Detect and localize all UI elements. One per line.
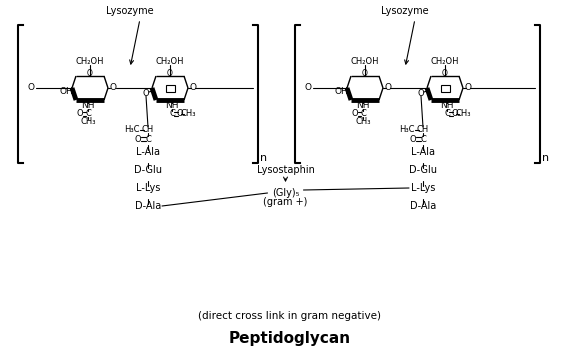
Text: O: O [452,109,459,118]
Text: (Gly)₅: (Gly)₅ [272,188,299,198]
Text: D-Glu: D-Glu [134,165,162,175]
Text: C: C [85,109,91,118]
Text: n: n [261,153,267,163]
Text: C: C [169,109,175,118]
Text: CH₂OH: CH₂OH [351,57,379,66]
Text: C: C [360,109,366,118]
Text: O: O [410,135,416,144]
Text: CH₃: CH₃ [455,109,471,118]
Text: H₃C: H₃C [124,126,140,135]
Text: OH: OH [59,86,73,95]
Text: O: O [305,84,312,93]
Text: H₃C: H₃C [400,126,415,135]
Text: (direct cross link in gram negative): (direct cross link in gram negative) [198,311,381,321]
Text: Lysostaphin: Lysostaphin [256,165,314,175]
Text: CH₂OH: CH₂OH [431,57,459,66]
Text: O: O [464,84,471,93]
Text: CH₂OH: CH₂OH [76,57,104,66]
Text: O: O [167,68,173,77]
Text: NH: NH [356,102,370,111]
Text: C: C [444,109,450,118]
Text: NH: NH [165,102,179,111]
Text: (gram +): (gram +) [263,197,307,207]
Text: L-Ala: L-Ala [411,147,435,157]
Text: L-Lys: L-Lys [411,183,435,193]
Text: L-Lys: L-Lys [136,183,160,193]
Text: C: C [145,135,151,144]
Text: Lysozyme: Lysozyme [106,6,154,16]
Text: CH₃: CH₃ [80,117,96,126]
Text: O: O [384,84,391,93]
Text: D-Ala: D-Ala [135,201,161,211]
Text: CH₂OH: CH₂OH [156,57,184,66]
Text: Peptidoglycan: Peptidoglycan [229,330,350,346]
Text: L-Ala: L-Ala [136,147,160,157]
Bar [441,85,449,91]
Text: O: O [417,89,424,98]
Text: O: O [76,109,83,118]
Text: NH: NH [81,102,95,111]
Text: O: O [109,84,116,93]
Text: D-Ala: D-Ala [410,201,436,211]
Text: O: O [135,135,141,144]
Text: O: O [177,109,184,118]
Text: CH: CH [142,126,154,135]
Text: O: O [142,89,149,98]
Text: n: n [543,153,549,163]
Text: O: O [442,68,448,77]
Text: O: O [87,68,93,77]
Text: O: O [362,68,368,77]
Text: CH₃: CH₃ [180,109,196,118]
Text: D-Glu: D-Glu [409,165,437,175]
Text: O: O [189,84,196,93]
Text: O: O [351,109,358,118]
Text: NH: NH [440,102,454,111]
Text: O: O [27,84,35,93]
Text: C: C [420,135,426,144]
Text: CH: CH [417,126,429,135]
Text: Lysozyme: Lysozyme [381,6,429,16]
Bar [166,85,174,91]
Text: CH₃: CH₃ [356,117,371,126]
Text: OH: OH [334,86,348,95]
